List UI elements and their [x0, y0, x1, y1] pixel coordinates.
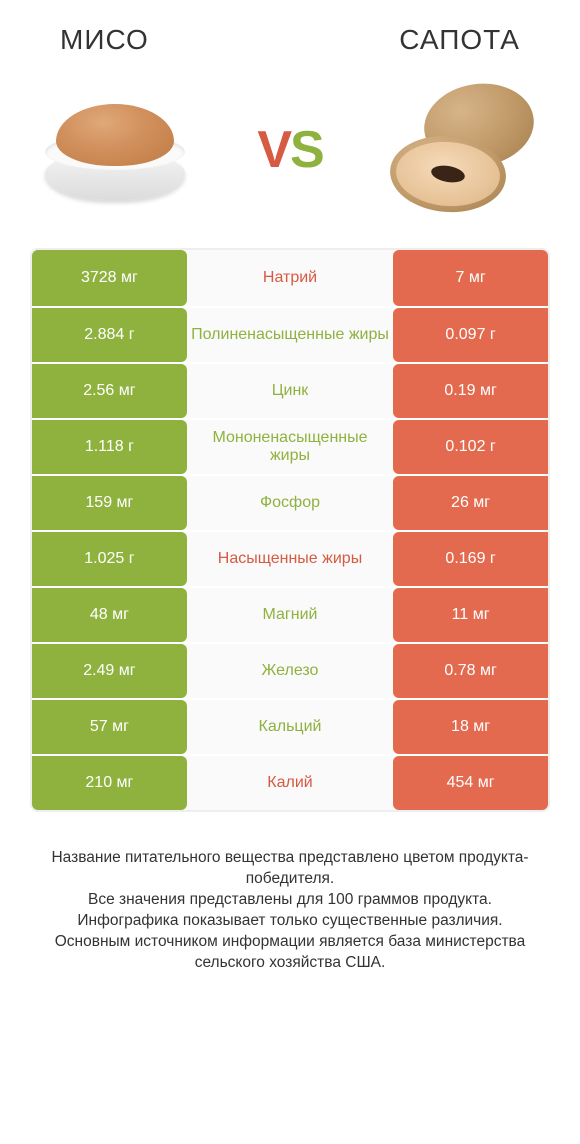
left-value-cell: 2.884 г [32, 308, 187, 362]
vs-v: V [257, 121, 290, 179]
right-value-cell: 0.169 г [393, 532, 548, 586]
nutrient-label-cell: Кальций [187, 700, 393, 754]
table-row: 1.025 гНасыщенные жиры0.169 г [32, 530, 548, 586]
table-row: 159 мгФосфор26 мг [32, 474, 548, 530]
left-value-cell: 57 мг [32, 700, 187, 754]
right-value-cell: 18 мг [393, 700, 548, 754]
left-value-cell: 48 мг [32, 588, 187, 642]
header: МИСО САПОТА [0, 0, 580, 68]
left-value-cell: 1.025 г [32, 532, 187, 586]
left-product-image [40, 80, 190, 220]
right-value-cell: 7 мг [393, 250, 548, 306]
nutrient-label-cell: Насыщенные жиры [187, 532, 393, 586]
images-row: VS [0, 68, 580, 248]
nutrient-label-cell: Мононенасыщенные жиры [187, 420, 393, 474]
table-row: 2.56 мгЦинк0.19 мг [32, 362, 548, 418]
comparison-table: 3728 мгНатрий7 мг2.884 гПолиненасыщенные… [30, 248, 550, 812]
left-value-cell: 210 мг [32, 756, 187, 810]
vs-s: S [290, 121, 323, 179]
footer-line: Основным источником информации является … [30, 932, 550, 974]
sapota-icon [390, 80, 540, 220]
left-value-cell: 3728 мг [32, 250, 187, 306]
table-row: 1.118 гМононенасыщенные жиры0.102 г [32, 418, 548, 474]
nutrient-label-cell: Магний [187, 588, 393, 642]
nutrient-label-cell: Натрий [187, 250, 393, 306]
left-value-cell: 1.118 г [32, 420, 187, 474]
right-value-cell: 26 мг [393, 476, 548, 530]
left-value-cell: 2.49 мг [32, 644, 187, 698]
right-value-cell: 0.19 мг [393, 364, 548, 418]
table-row: 2.884 гПолиненасыщенные жиры0.097 г [32, 306, 548, 362]
left-value-cell: 159 мг [32, 476, 187, 530]
footer-line: Все значения представлены для 100 граммо… [30, 890, 550, 911]
table-row: 210 мгКалий454 мг [32, 754, 548, 810]
vs-label: VS [257, 120, 322, 180]
nutrient-label-cell: Железо [187, 644, 393, 698]
nutrient-label-cell: Калий [187, 756, 393, 810]
footer-notes: Название питательного вещества представл… [0, 812, 580, 974]
left-value-cell: 2.56 мг [32, 364, 187, 418]
right-value-cell: 0.78 мг [393, 644, 548, 698]
footer-line: Название питательного вещества представл… [30, 848, 550, 890]
right-value-cell: 0.097 г [393, 308, 548, 362]
left-product-title: МИСО [60, 24, 149, 56]
table-row: 48 мгМагний11 мг [32, 586, 548, 642]
table-row: 57 мгКальций18 мг [32, 698, 548, 754]
table-row: 3728 мгНатрий7 мг [32, 250, 548, 306]
right-value-cell: 454 мг [393, 756, 548, 810]
table-row: 2.49 мгЖелезо0.78 мг [32, 642, 548, 698]
right-value-cell: 11 мг [393, 588, 548, 642]
right-value-cell: 0.102 г [393, 420, 548, 474]
miso-bowl-icon [45, 100, 185, 200]
nutrient-label-cell: Цинк [187, 364, 393, 418]
nutrient-label-cell: Полиненасыщенные жиры [187, 308, 393, 362]
right-product-image [390, 80, 540, 220]
footer-line: Инфографика показывает только существенн… [30, 911, 550, 932]
right-product-title: САПОТА [399, 24, 520, 56]
nutrient-label-cell: Фосфор [187, 476, 393, 530]
